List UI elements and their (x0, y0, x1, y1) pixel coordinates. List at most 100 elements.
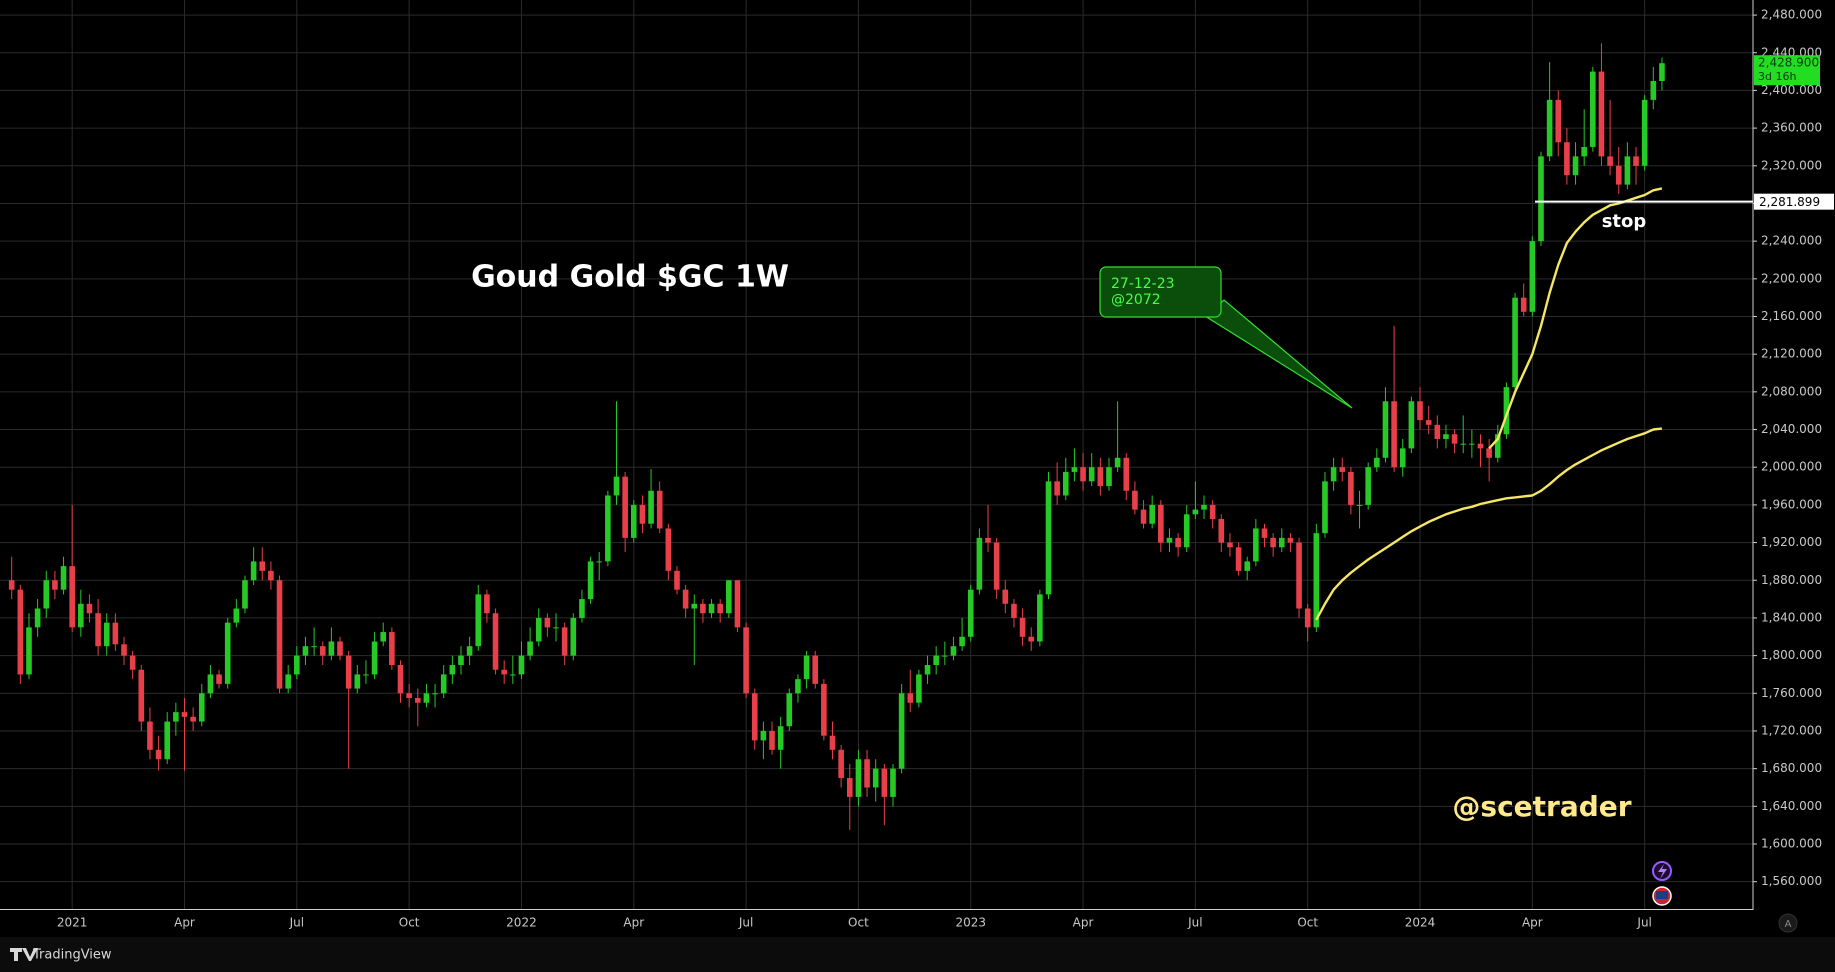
candle-body (760, 730, 767, 741)
candle-body (1062, 471, 1069, 496)
candle-body (1555, 99, 1562, 143)
candle-body (1227, 542, 1233, 548)
candle-body (1581, 146, 1587, 157)
candle-body (440, 674, 447, 694)
candle-body (363, 674, 369, 676)
candle-body (674, 570, 680, 590)
candle-body (976, 537, 983, 590)
candle-body (1417, 401, 1423, 421)
y-tick-label: 2,320.000 (1761, 158, 1822, 172)
candle-body (268, 570, 274, 581)
candle-body (812, 655, 819, 684)
candle-body (1235, 547, 1242, 571)
candle-body (155, 749, 162, 760)
candle-body (1564, 142, 1570, 176)
candle-body (121, 644, 127, 656)
candle-body (397, 665, 404, 694)
stop-price-box (1754, 193, 1834, 210)
candle-body (527, 641, 533, 656)
candle-body (207, 674, 214, 694)
x-tick-label: 2024 (1405, 916, 1436, 930)
candle-body (147, 721, 153, 750)
candle-body (138, 669, 145, 722)
candle-body (1175, 537, 1181, 548)
candle-body (942, 655, 948, 657)
candle-body (872, 768, 879, 788)
y-tick-label: 1,760.000 (1761, 686, 1822, 700)
candle-body (1209, 504, 1216, 520)
y-tick-label: 1,960.000 (1761, 497, 1822, 511)
candle-body (795, 679, 801, 694)
candle-body (1659, 63, 1665, 82)
candle-body (345, 655, 352, 689)
candle-body (17, 589, 24, 675)
candle-body (233, 608, 240, 623)
candle-body (276, 580, 283, 689)
candle-body (803, 655, 810, 680)
x-tick-label: Oct (1297, 916, 1318, 930)
candle-body (492, 613, 499, 670)
candle-body (1132, 490, 1138, 510)
candle-body (380, 632, 387, 642)
y-tick-label: 1,680.000 (1761, 761, 1822, 775)
candle-body (1037, 594, 1043, 642)
candle-body (1045, 481, 1052, 595)
candle-body (1598, 71, 1605, 157)
candle-body (1088, 467, 1095, 482)
candle-body (777, 726, 784, 750)
candle-body (78, 603, 84, 628)
candle-body (1244, 561, 1251, 571)
last-price-label: 2,428.900 (1758, 56, 1819, 70)
candle-body (242, 580, 248, 609)
candle-body (43, 580, 50, 609)
x-tick-label: Oct (399, 916, 420, 930)
candle-body (518, 655, 525, 675)
candle-body (1149, 504, 1155, 524)
candle-body (1080, 467, 1086, 482)
axis-labels: 1,560.000 1,600.000 1,640.000 1,680.000 1,72… (57, 8, 1834, 930)
candle-body (1546, 99, 1553, 157)
candle-body (570, 617, 577, 656)
stop-price-label: 2,281.899 (1759, 195, 1820, 209)
candle-body (959, 636, 965, 647)
candle-body (224, 622, 231, 684)
candle-body (890, 768, 896, 797)
candle-body (1253, 528, 1259, 562)
auto-scale-button[interactable] (1778, 913, 1798, 933)
candle-body (475, 594, 482, 647)
brand[interactable]: TradingView (10, 948, 112, 963)
candle-body (1486, 448, 1492, 458)
candle-body (1270, 537, 1276, 548)
countdown-label: 3d 16h (1758, 70, 1796, 83)
callout-text: 27-12-23 (1111, 276, 1175, 292)
candle-body (1106, 467, 1112, 487)
y-tick-label: 1,720.000 (1761, 723, 1822, 737)
callout: 27-12-23 @2072 (1099, 266, 1353, 409)
candle-body (622, 476, 628, 538)
candle-body (302, 646, 309, 656)
x-tick-label: 2022 (506, 916, 537, 930)
candle-body (1607, 156, 1613, 166)
y-tick-label: 1,560.000 (1761, 874, 1822, 888)
x-tick-label: Apr (623, 916, 644, 930)
candle-body (993, 542, 1000, 590)
candle-body (294, 655, 300, 675)
candle-body (34, 608, 41, 628)
candle-body (1322, 481, 1328, 534)
candle-body (726, 580, 732, 614)
candle-body (1494, 434, 1501, 458)
candle-body (484, 594, 490, 614)
candle-body (1330, 467, 1337, 482)
candle-body (198, 693, 205, 722)
candle-body (259, 561, 266, 571)
candle-body (630, 504, 637, 538)
candle-body (1166, 537, 1173, 543)
last-price-box (1754, 55, 1820, 86)
auto-scale-label[interactable]: A (1785, 919, 1792, 930)
candle-body (371, 641, 378, 675)
footer (0, 937, 1835, 972)
x-tick-label: Jul (738, 916, 753, 930)
candle-body (605, 495, 611, 562)
x-tick-label: 2021 (57, 916, 88, 930)
